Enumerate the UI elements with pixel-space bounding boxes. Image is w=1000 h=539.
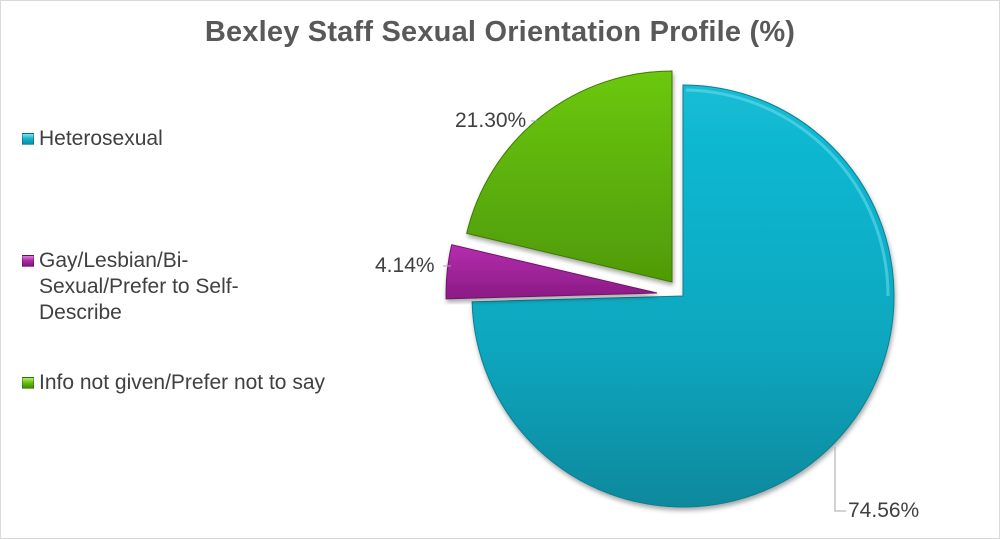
chart-title: Bexley Staff Sexual Orientation Profile … bbox=[204, 16, 796, 48]
legend-swatch-icon bbox=[22, 255, 34, 267]
data-label-info-not-given: 21.30% bbox=[455, 109, 526, 132]
pie-slice-gay-lesbian-bi[interactable] bbox=[445, 244, 658, 300]
legend-item-info-not-given: Info not given/Prefer not to say bbox=[22, 370, 339, 396]
pie-slice-info-not-given[interactable] bbox=[466, 70, 673, 283]
legend-swatch-icon bbox=[22, 133, 34, 145]
leader-line-heterosexual bbox=[834, 447, 846, 512]
legend-label: Heterosexual bbox=[39, 127, 163, 150]
legend-item-heterosexual: Heterosexual bbox=[22, 126, 339, 152]
legend-label: Info not given/Prefer not to say bbox=[39, 371, 326, 394]
pie-slice-heterosexual[interactable] bbox=[471, 84, 895, 508]
data-label-gay-lesbian-bi: 4.14% bbox=[375, 254, 435, 277]
data-label-heterosexual: 74.56% bbox=[848, 499, 919, 522]
legend-item-gay-lesbian-bi: Gay/Lesbian/Bi-Sexual/Prefer to Self-Des… bbox=[22, 248, 309, 326]
slice-highlight bbox=[685, 88, 890, 297]
legend-label: Gay/Lesbian/Bi-Sexual/Prefer to Self-Des… bbox=[39, 249, 239, 324]
legend-swatch-icon bbox=[22, 377, 34, 389]
